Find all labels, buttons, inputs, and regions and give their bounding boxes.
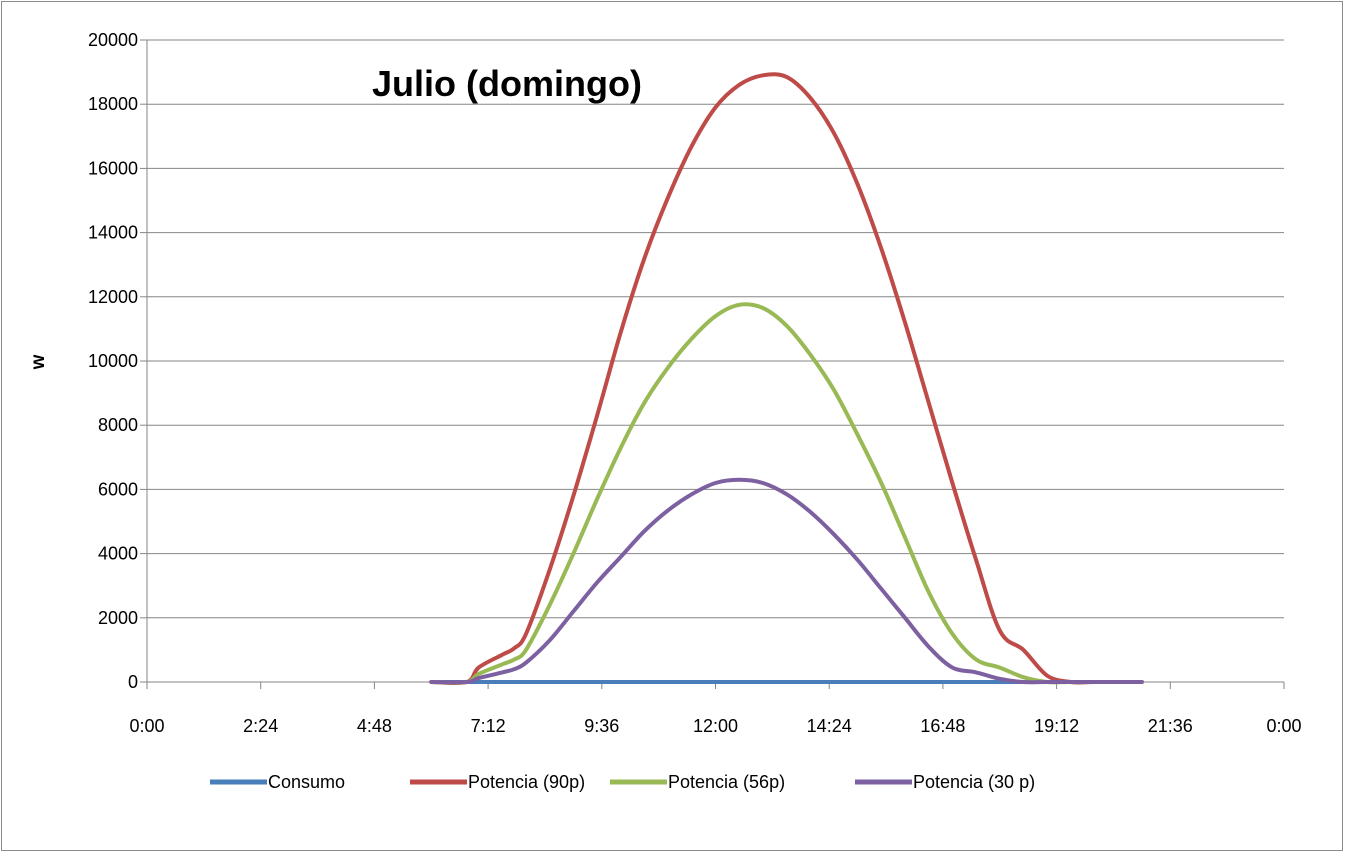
x-tick-label: 21:36 [1148,716,1193,736]
y-tick-label: 14000 [88,223,138,243]
y-tick-label: 8000 [98,415,138,435]
y-tick-label: 18000 [88,94,138,114]
x-tick-label: 9:36 [584,716,619,736]
y-tick-label: 16000 [88,158,138,178]
legend-label: Potencia (90p) [468,772,585,792]
y-tick-label: 6000 [98,479,138,499]
y-axis-label: w [28,354,49,370]
x-tick-label: 19:12 [1034,716,1079,736]
legend: Consumo Potencia (90p) Potencia (56p) Poten… [210,772,1035,792]
x-tick-label: 2:24 [243,716,278,736]
tick-labels: 0 2000 4000 6000 8000 10000 12000 14000 16000 180… [88,30,1302,736]
series-line-potencia-30-p [429,477,1144,685]
x-tick-label: 0:00 [129,716,164,736]
legend-label: Consumo [268,772,345,792]
x-tick-label: 4:48 [357,716,392,736]
series-lines [429,72,1144,686]
x-tick-label: 12:00 [693,716,738,736]
gridlines [147,39,1284,619]
x-tick-label: 7:12 [471,716,506,736]
y-tick-label: 0 [128,672,138,692]
y-tick-label: 4000 [98,544,138,564]
series-line-potencia-56p [429,302,1144,685]
axes [140,39,1285,689]
chart-title: Julio (domingo) [372,63,642,104]
y-tick-label: 10000 [88,351,138,371]
x-tick-label: 0:00 [1266,716,1301,736]
y-tick-label: 12000 [88,287,138,307]
y-tick-label: 2000 [98,608,138,628]
y-tick-label: 20000 [88,30,138,50]
series-line-potencia-90p [429,72,1144,686]
legend-label: Potencia (56p) [668,772,785,792]
legend-label: Potencia (30 p) [913,772,1035,792]
x-tick-label: 14:24 [807,716,852,736]
x-tick-label: 16:48 [920,716,965,736]
